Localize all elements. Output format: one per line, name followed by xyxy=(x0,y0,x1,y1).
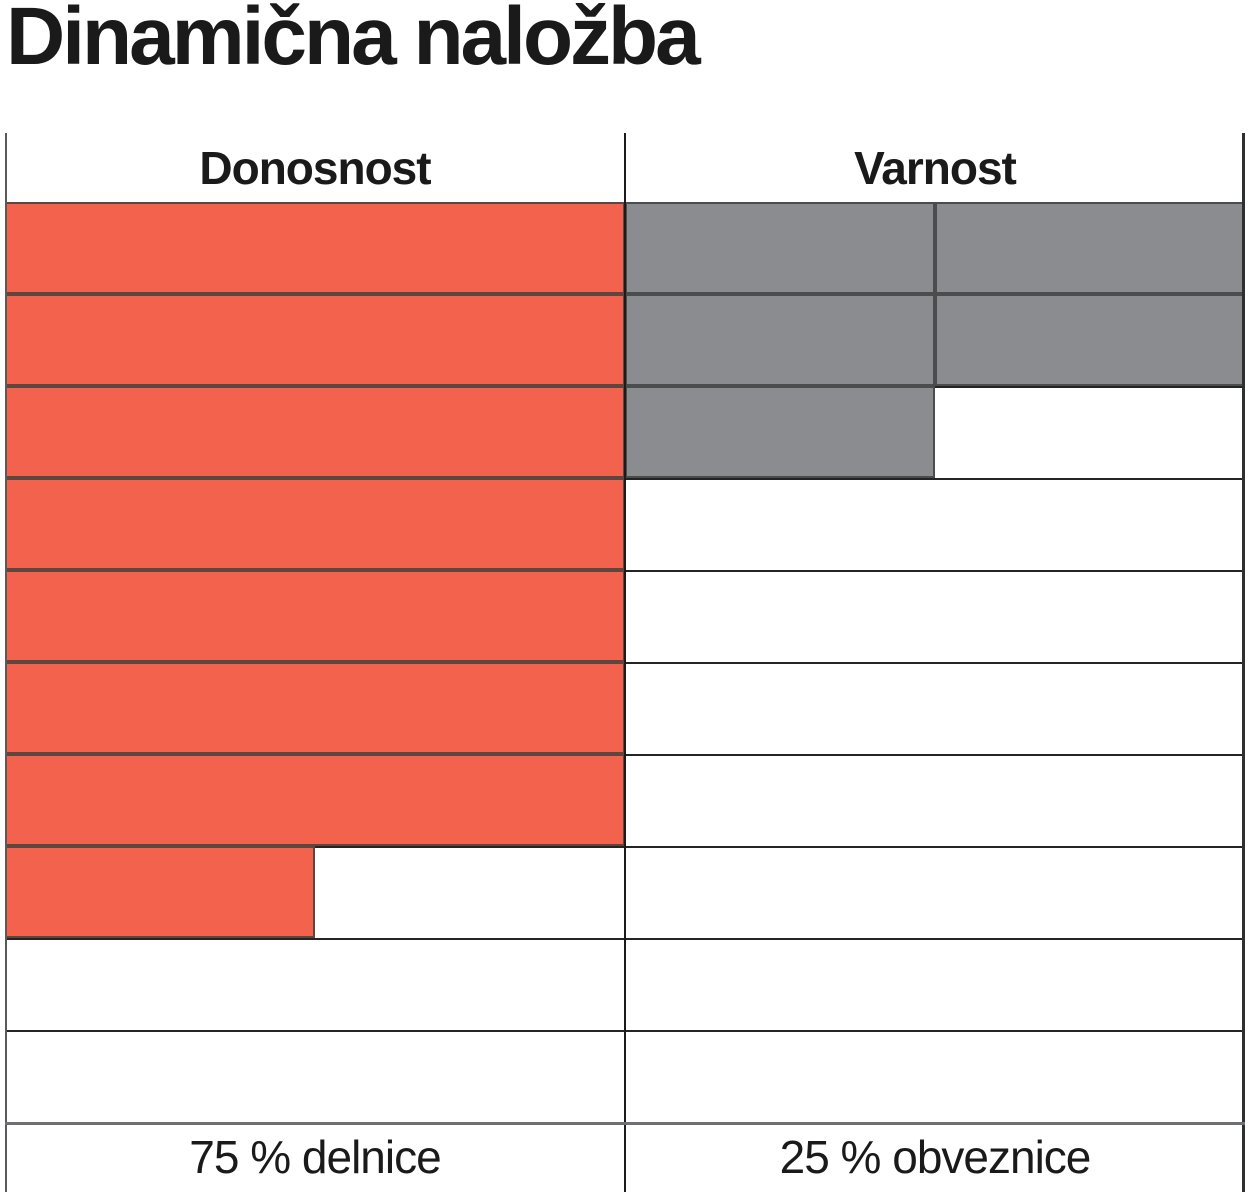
table-right-border xyxy=(1242,133,1245,1192)
varnost-cell xyxy=(625,754,1245,846)
page-title: Dinamična naložba xyxy=(6,0,701,82)
varnost-cell xyxy=(625,846,1245,938)
donosnost-cell xyxy=(5,386,625,478)
footer-separator-line xyxy=(5,1122,1245,1125)
varnost-cell xyxy=(625,1030,1245,1122)
table-header-row: Donosnost Varnost xyxy=(5,133,1245,202)
footer-label-delnice: 75 % delnice xyxy=(189,1131,441,1183)
column-divider xyxy=(624,133,626,1192)
footer-label-obveznice: 25 % obveznice xyxy=(779,1131,1092,1183)
varnost-cell xyxy=(625,662,1245,754)
rating-row xyxy=(5,570,1245,662)
donosnost-bar-segment xyxy=(5,478,625,570)
varnost-bar-segment xyxy=(625,294,935,386)
donosnost-cell xyxy=(5,570,625,662)
donosnost-cell xyxy=(5,846,625,938)
donosnost-cell xyxy=(5,202,625,294)
donosnost-bar-segment xyxy=(5,846,315,938)
varnost-bar-segment xyxy=(625,386,935,478)
rating-row xyxy=(5,294,1245,386)
rating-row xyxy=(5,846,1245,938)
varnost-cell xyxy=(625,294,1245,386)
rating-table: Donosnost Varnost 75 % delnice 25 % obve… xyxy=(5,133,1245,1192)
varnost-cell xyxy=(625,202,1245,294)
donosnost-bar-segment xyxy=(5,202,625,294)
donosnost-cell xyxy=(5,478,625,570)
column-header-donosnost: Donosnost xyxy=(199,141,431,194)
donosnost-bar-segment xyxy=(5,662,625,754)
rating-row xyxy=(5,202,1245,294)
varnost-bar-segment xyxy=(625,202,935,294)
donosnost-cell xyxy=(5,662,625,754)
donosnost-bar-segment xyxy=(5,570,625,662)
varnost-bar-segment xyxy=(935,294,1245,386)
column-header-varnost: Varnost xyxy=(854,141,1017,194)
donosnost-cell xyxy=(5,754,625,846)
rating-row xyxy=(5,386,1245,478)
table-left-border xyxy=(5,133,7,1192)
donosnost-bar-segment xyxy=(5,386,625,478)
varnost-cell xyxy=(625,386,1245,478)
donosnost-bar-segment xyxy=(5,754,625,846)
donosnost-bar-segment xyxy=(5,294,625,386)
rating-rows xyxy=(5,202,1245,1122)
donosnost-cell xyxy=(5,294,625,386)
rating-row xyxy=(5,754,1245,846)
varnost-bar-segment xyxy=(935,202,1245,294)
table-footer-row: 75 % delnice 25 % obveznice xyxy=(5,1122,1245,1192)
donosnost-cell xyxy=(5,1030,625,1122)
donosnost-cell xyxy=(5,938,625,1030)
varnost-cell xyxy=(625,938,1245,1030)
rating-row xyxy=(5,662,1245,754)
varnost-cell xyxy=(625,478,1245,570)
varnost-cell xyxy=(625,570,1245,662)
